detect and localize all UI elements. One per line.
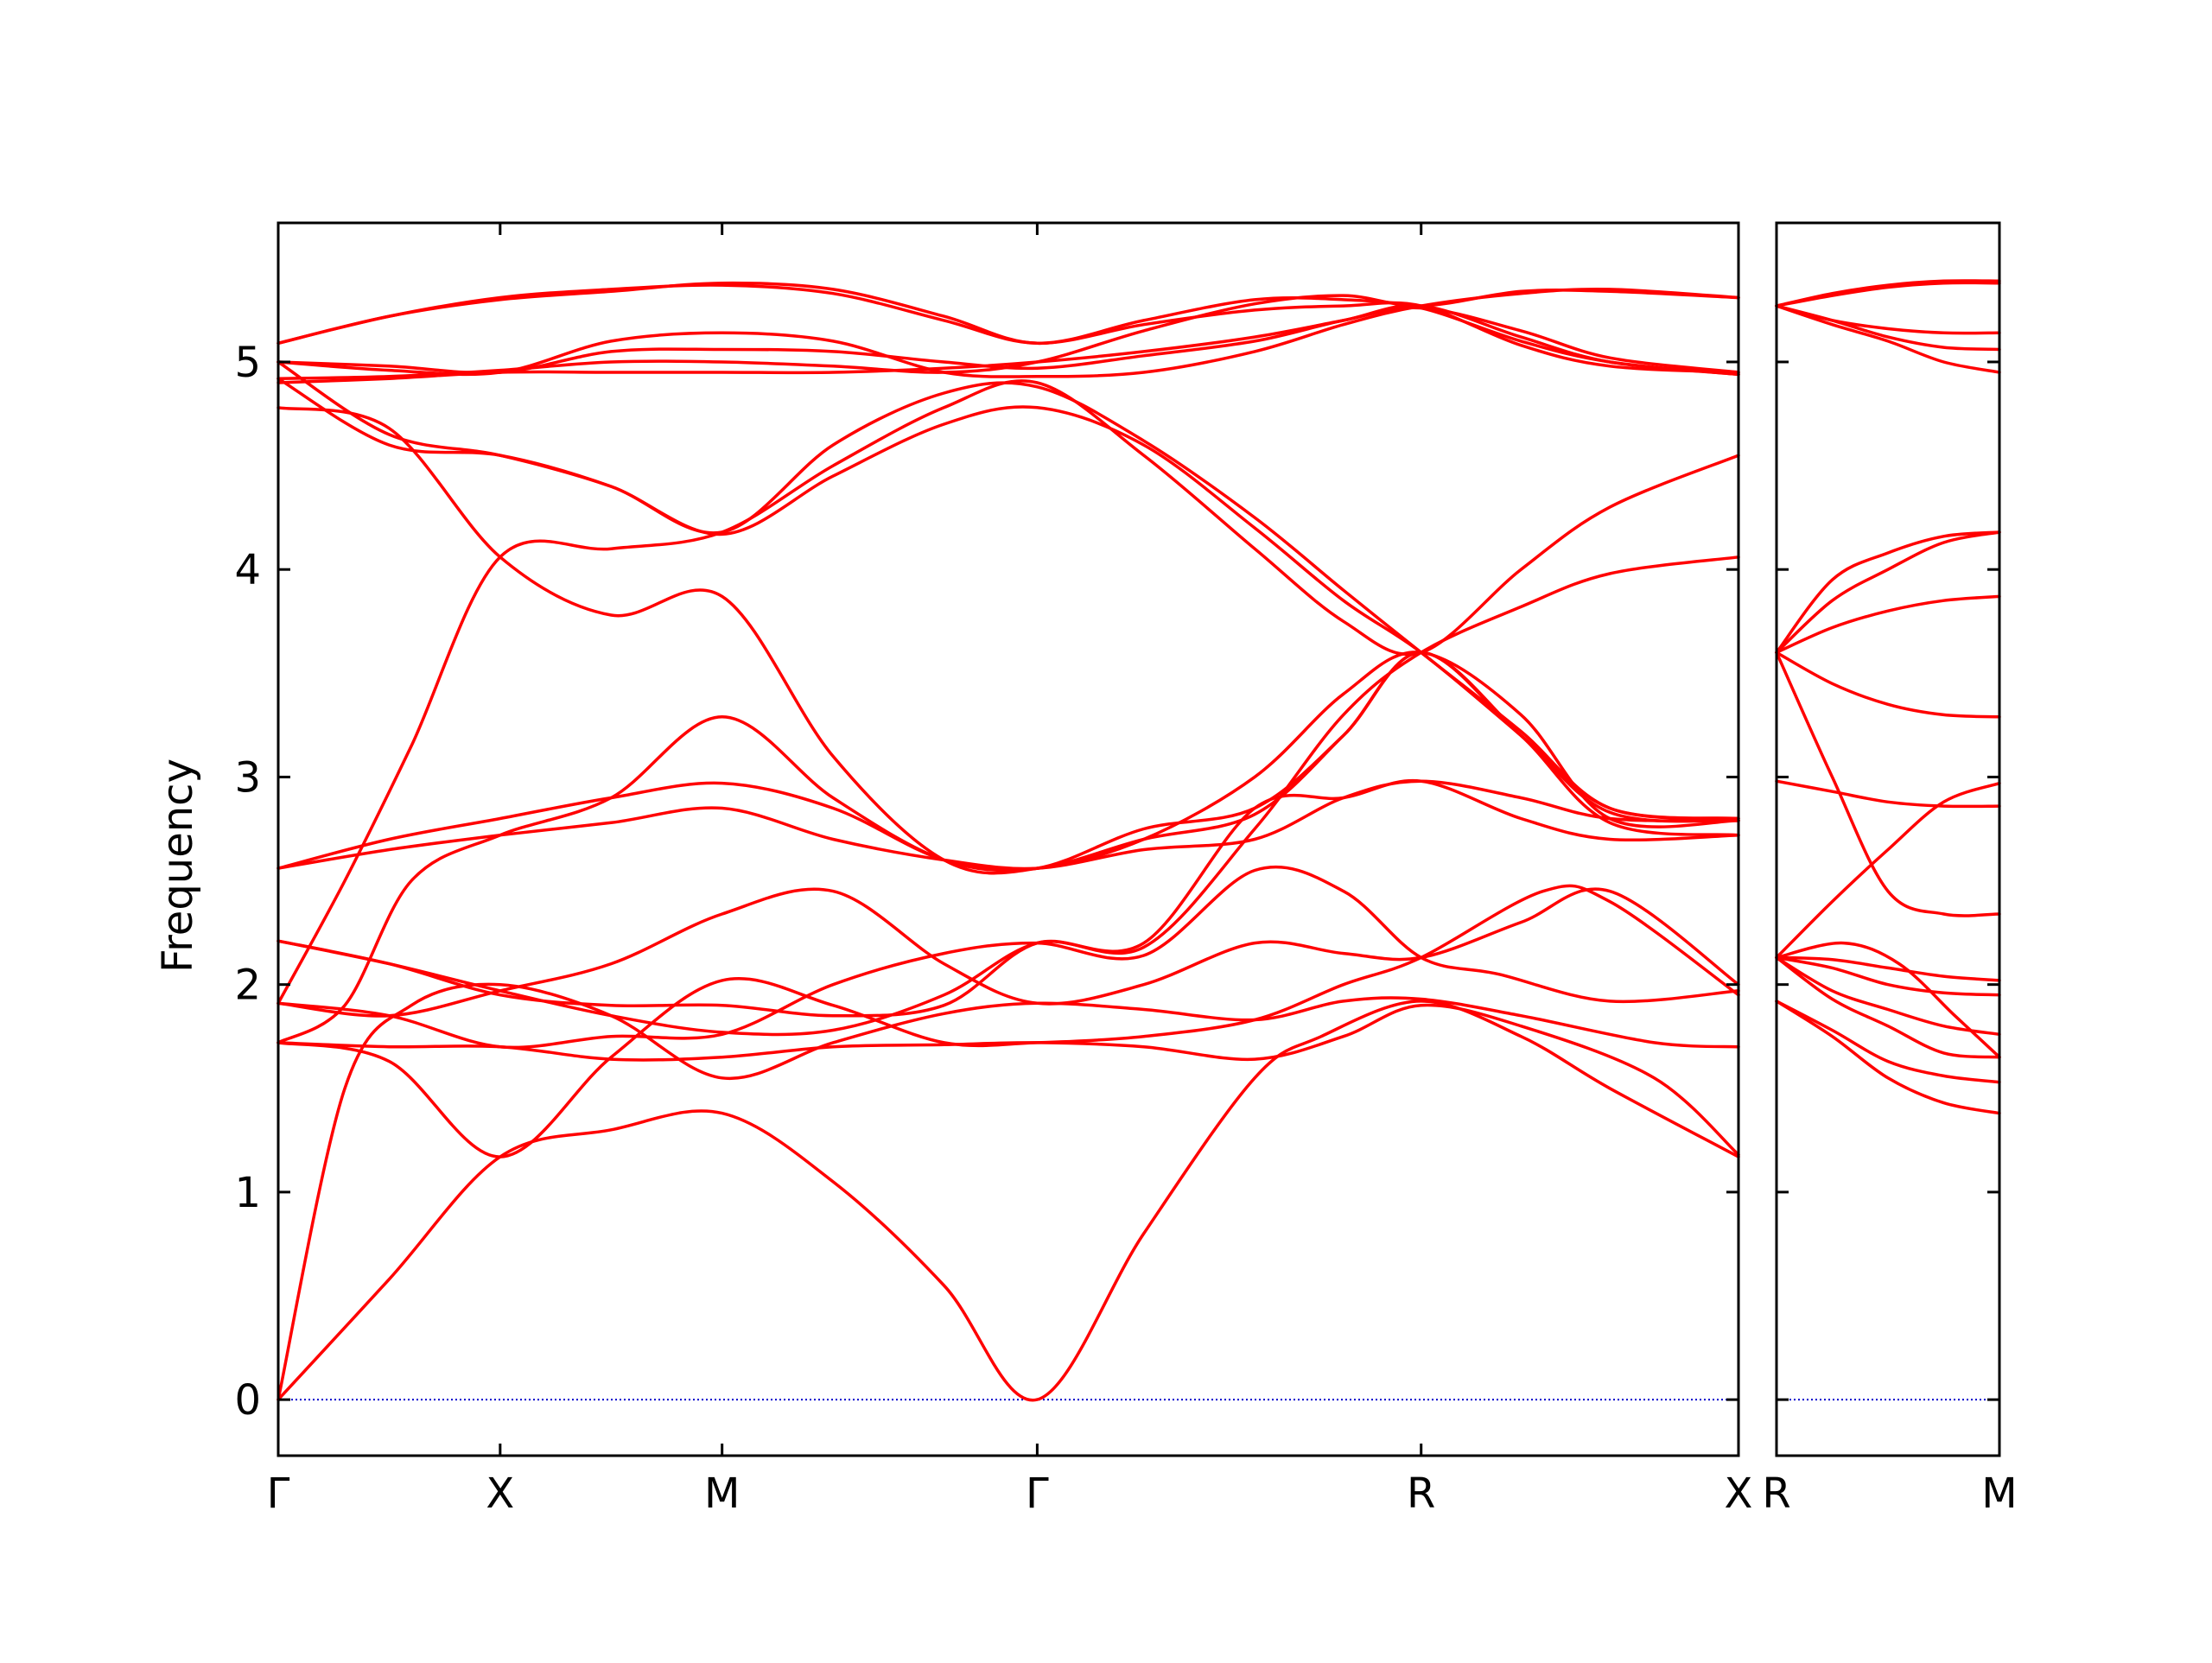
main-path-panel: 0 1 2 3 4 5 Γ X M Γ R X: [234, 221, 1753, 1518]
band-line-12: [276, 651, 1740, 1044]
y-tick-label: 1: [234, 1169, 261, 1217]
band-line-15: [1775, 304, 2001, 374]
band-line-6: [1775, 955, 2001, 982]
band-line-7: [1775, 941, 2001, 1059]
band-line-15: [276, 360, 1740, 821]
x-tick-label: R: [1407, 1469, 1435, 1518]
band-line-3: [1775, 955, 2001, 1059]
band-line-17: [1775, 304, 2001, 335]
y-tick-label: 4: [234, 546, 261, 594]
y-tick-label: 3: [234, 753, 261, 802]
band-line-8: [276, 555, 1740, 1018]
band-line-21: [276, 283, 1740, 374]
y-tick-label: 2: [234, 962, 261, 1010]
band-line-20: [276, 289, 1740, 380]
band-line-14: [276, 377, 1740, 823]
y-tick-label: 0: [234, 1376, 261, 1425]
band-line-14: [1775, 530, 2001, 655]
band-line-9: [1775, 779, 2001, 809]
band-line-10: [1775, 651, 2001, 917]
plot-frame: [1775, 221, 2001, 1457]
band-line-19: [1775, 279, 2001, 308]
band-line-7: [276, 379, 1740, 1006]
band-line-6: [276, 887, 1740, 1018]
band-line-13: [1775, 530, 2001, 655]
band-line-2: [276, 982, 1740, 1401]
x-tick-label: X: [1725, 1469, 1753, 1518]
x-tick-label: R: [1762, 1469, 1790, 1518]
band-line-13: [276, 406, 1740, 875]
x-tick-label: Γ: [1026, 1469, 1049, 1518]
band-line-4: [1775, 955, 2001, 1037]
band-line-9: [276, 778, 1740, 1037]
y-axis-label: Frequency: [154, 759, 202, 973]
band-line-12: [1775, 594, 2001, 655]
band-line-2: [1775, 1000, 2001, 1084]
band-line-4: [276, 884, 1740, 1158]
y-tick-label: 5: [234, 339, 261, 387]
x-tick-label: X: [486, 1469, 514, 1518]
band-line-11: [1775, 651, 2001, 719]
band-line-1: [276, 1000, 1740, 1402]
band-line-10: [276, 779, 1740, 871]
x-tick-label: M: [704, 1469, 740, 1518]
x-tick-label: Γ: [267, 1469, 290, 1518]
band-line-3: [276, 1003, 1740, 1157]
x-tick-label: M: [1981, 1469, 2017, 1518]
band-line-5: [1775, 955, 2001, 997]
plot-frame: [276, 221, 1740, 1457]
band-line-8: [1775, 781, 2001, 960]
band-line-1: [1775, 1000, 2001, 1115]
